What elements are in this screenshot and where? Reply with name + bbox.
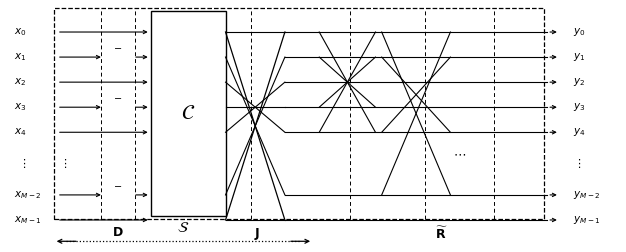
Text: $y_3$: $y_3$ — [573, 101, 586, 113]
Text: $\mathbf{D}$: $\mathbf{D}$ — [112, 226, 123, 239]
Text: $y_2$: $y_2$ — [573, 76, 586, 88]
Text: $x_1$: $x_1$ — [14, 51, 27, 63]
Text: $-$: $-$ — [113, 92, 122, 102]
Text: $\vdots$: $\vdots$ — [59, 157, 67, 170]
Bar — [151, 11, 225, 216]
Text: $\mathcal{S}$: $\mathcal{S}$ — [177, 221, 190, 235]
Text: $\mathbf{J}$: $\mathbf{J}$ — [254, 226, 260, 242]
Text: $x_0$: $x_0$ — [14, 26, 27, 38]
Text: $\cdots$: $\cdots$ — [453, 147, 466, 160]
Text: $x_2$: $x_2$ — [14, 76, 27, 88]
Bar — [54, 8, 544, 219]
Text: $x_{M-1}$: $x_{M-1}$ — [14, 214, 42, 226]
Text: $-$: $-$ — [113, 180, 122, 190]
Text: $x_{M-2}$: $x_{M-2}$ — [14, 189, 42, 201]
Text: $x_3$: $x_3$ — [14, 101, 27, 113]
Text: $y_1$: $y_1$ — [573, 51, 586, 63]
Text: $y_0$: $y_0$ — [573, 26, 586, 38]
Text: $x_4$: $x_4$ — [14, 126, 27, 138]
Text: $\mathcal{C}$: $\mathcal{C}$ — [181, 104, 195, 123]
Text: $\vdots$: $\vdots$ — [573, 157, 582, 170]
Text: $y_{M-1}$: $y_{M-1}$ — [573, 214, 601, 226]
Text: $-$: $-$ — [113, 42, 122, 52]
Text: $y_{M-2}$: $y_{M-2}$ — [573, 189, 601, 201]
Text: $\widetilde{\mathbf{R}}$: $\widetilde{\mathbf{R}}$ — [434, 226, 448, 242]
Text: $\vdots$: $\vdots$ — [18, 157, 26, 170]
Text: $y_4$: $y_4$ — [573, 126, 586, 138]
